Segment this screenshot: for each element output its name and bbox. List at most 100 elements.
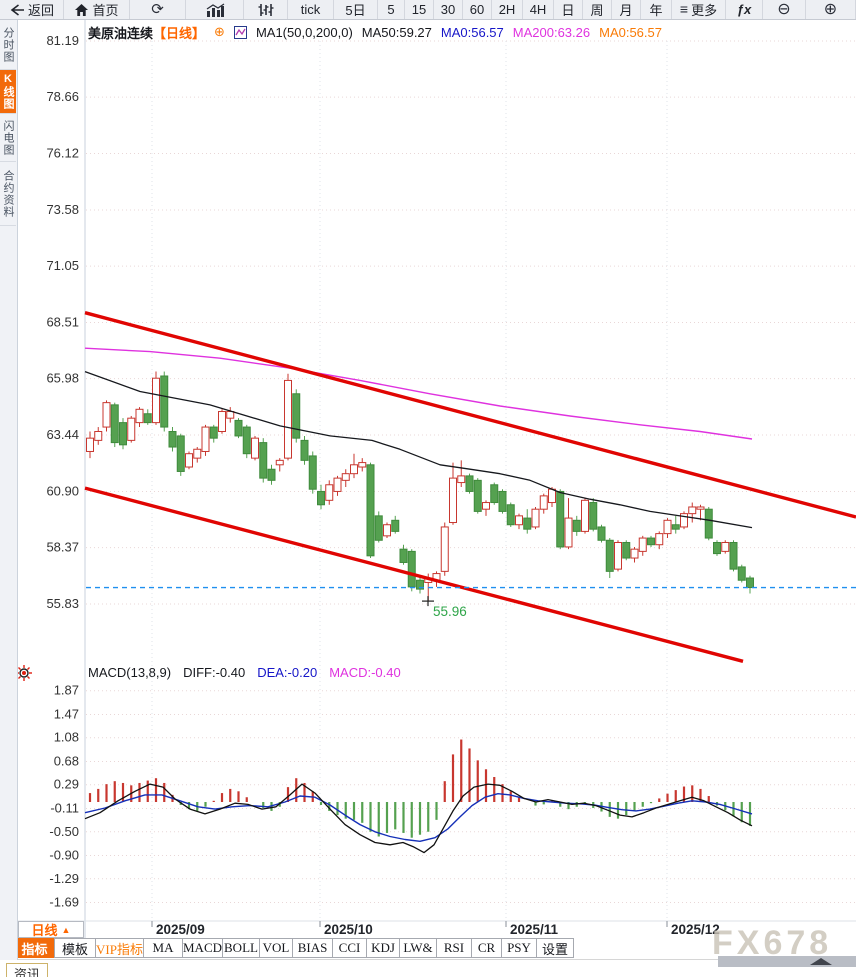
tab-kdj[interactable]: KDJ bbox=[366, 938, 400, 958]
toolbar-button-more[interactable]: ≡ 更多 bbox=[672, 0, 726, 19]
tab-vol[interactable]: VOL bbox=[259, 938, 293, 958]
tab-macd[interactable]: MACD bbox=[182, 938, 223, 958]
low-price-label: 55.96 bbox=[433, 604, 467, 619]
ma200-value: MA200:63.26 bbox=[512, 24, 591, 40]
toolbar-button-interval-30[interactable]: 30 bbox=[434, 0, 463, 19]
candle-body bbox=[737, 566, 746, 581]
refresh-icon: ⟳ bbox=[151, 1, 164, 18]
toolbar: 返回 首页 ⟳ tick 5日 5 15 30 60 2H 4H 日周月 年 ≡ 更多 ƒx ⊖ ⊕ bbox=[0, 0, 856, 20]
tab-psy[interactable]: PSY bbox=[501, 938, 537, 958]
candle-body bbox=[193, 448, 202, 459]
toolbar-button-zoom-out[interactable]: ⊖ bbox=[763, 0, 806, 19]
indicator-settings-icon[interactable] bbox=[15, 664, 33, 687]
add-indicator-icon[interactable]: ⊕ bbox=[214, 24, 225, 39]
toolbar-button-label: 返回 bbox=[27, 3, 54, 18]
candle-body bbox=[729, 541, 738, 570]
candle-body bbox=[267, 468, 276, 481]
candle-body bbox=[572, 519, 581, 532]
toolbar-button-interval-5d[interactable]: 5日 bbox=[334, 0, 378, 19]
candle-body bbox=[218, 411, 226, 432]
sidebar-tab-lightning-chart[interactable]: 闪电图 bbox=[0, 114, 16, 162]
candle-body bbox=[259, 442, 268, 479]
y-axis-tick-label: 81.19 bbox=[46, 33, 79, 48]
ma50-value: MA50:59.27 bbox=[361, 24, 432, 40]
candle-body bbox=[465, 475, 474, 492]
candle-body bbox=[457, 475, 466, 484]
toolbar-button-label: tick bbox=[300, 2, 321, 17]
x-axis-month-label: 2025/09 bbox=[156, 922, 205, 937]
candle-body bbox=[581, 499, 589, 532]
toolbar-button-label: 60 bbox=[469, 2, 485, 17]
toolbar-button-interval-month[interactable]: 月 bbox=[612, 0, 641, 19]
toolbar-button-interval-2h[interactable]: 2H bbox=[492, 0, 523, 19]
sidebar-tab-kline-chart[interactable]: K线图 bbox=[0, 70, 16, 114]
candle-body bbox=[143, 413, 152, 424]
trend-channel-upper bbox=[84, 311, 856, 519]
candle-body bbox=[333, 477, 342, 492]
toolbar-button-interval-60[interactable]: 60 bbox=[463, 0, 492, 19]
macd-axis-tick-label: -1.69 bbox=[49, 895, 79, 910]
chart-type-sidebar: 分时图 K线图 闪电图 合约资料 bbox=[0, 20, 18, 960]
tab-boll[interactable]: BOLL bbox=[222, 938, 260, 958]
toolbar-button-label: ƒx bbox=[736, 2, 752, 17]
toolbar-button-formula[interactable]: ƒx bbox=[726, 0, 763, 19]
candle-body bbox=[688, 506, 697, 515]
toolbar-button-label: 周 bbox=[590, 3, 604, 18]
toolbar-button-zoom-in[interactable]: ⊕ bbox=[806, 0, 856, 19]
candle-body bbox=[399, 548, 408, 563]
candle-body bbox=[498, 490, 507, 512]
chevron-up-icon: ▲ bbox=[61, 924, 71, 935]
candle-body bbox=[308, 455, 317, 490]
x-axis-month-label: 2025/10 bbox=[324, 922, 373, 937]
toolbar-button-interval-day[interactable]: 日 bbox=[554, 0, 583, 19]
macd-axis-tick-label: 0.29 bbox=[54, 777, 79, 792]
toolbar-button-home[interactable]: 首页 bbox=[64, 0, 130, 19]
candle-body bbox=[589, 502, 598, 530]
toolbar-button-label: 首页 bbox=[92, 3, 119, 18]
macd-value: MACD:-0.40 bbox=[329, 664, 401, 680]
toolbar-button-back[interactable]: 返回 bbox=[0, 0, 64, 19]
tab-bias[interactable]: BIAS bbox=[292, 938, 333, 958]
candle-body bbox=[152, 377, 160, 424]
horizontal-scrollbar[interactable] bbox=[718, 956, 856, 967]
diff-line bbox=[84, 783, 753, 854]
tab-indicators[interactable]: 指标 bbox=[14, 938, 55, 958]
tab-cr[interactable]: CR bbox=[471, 938, 502, 958]
toolbar-button-interval-4h[interactable]: 4H bbox=[523, 0, 554, 19]
toolbar-button-interval-5[interactable]: 5 bbox=[378, 0, 405, 19]
toolbar-button-chart-type-trend[interactable] bbox=[186, 0, 244, 19]
tab-templates[interactable]: 模板 bbox=[54, 938, 96, 958]
candle-body bbox=[597, 526, 606, 541]
candle-body bbox=[86, 437, 94, 452]
toolbar-button-chart-type-candle[interactable] bbox=[244, 0, 288, 19]
menu-icon: ≡ bbox=[679, 1, 689, 17]
toolbar-button-interval-15[interactable]: 15 bbox=[405, 0, 434, 19]
candle-body bbox=[407, 550, 416, 588]
tab-news[interactable]: 资讯 bbox=[6, 963, 48, 977]
sidebar-tab-contract-info[interactable]: 合约资料 bbox=[0, 162, 16, 226]
macd-axis-tick-label: -1.29 bbox=[49, 871, 79, 886]
toolbar-button-interval-tick[interactable]: tick bbox=[288, 0, 334, 19]
candle-body bbox=[564, 517, 573, 548]
candle-body bbox=[168, 430, 177, 448]
ma0-value-blue: MA0:56.57 bbox=[440, 24, 504, 40]
toolbar-button-interval-week[interactable]: 周 bbox=[583, 0, 612, 19]
toolbar-button-refresh[interactable]: ⟳ bbox=[130, 0, 186, 19]
macd-title: MACD(13,8,9) bbox=[88, 664, 172, 680]
tab-cci[interactable]: CCI bbox=[332, 938, 367, 958]
candle-body bbox=[391, 519, 400, 532]
toolbar-button-interval-year[interactable]: 年 bbox=[641, 0, 672, 19]
tab-lw[interactable]: LW& bbox=[399, 938, 437, 958]
tab-vip-indicators[interactable]: VIP指标 bbox=[95, 938, 144, 958]
zoom-out-icon: ⊖ bbox=[777, 0, 791, 18]
y-axis-tick-label: 63.44 bbox=[46, 427, 79, 442]
sidebar-tab-time-chart[interactable]: 分时图 bbox=[0, 20, 16, 70]
candle-body bbox=[440, 526, 449, 572]
tab-ma[interactable]: MA bbox=[143, 938, 183, 958]
tab-rsi[interactable]: RSI bbox=[436, 938, 472, 958]
toolbar-button-label: 5日 bbox=[345, 3, 366, 18]
y-axis-tick-label: 73.58 bbox=[46, 202, 79, 217]
period-selector[interactable]: 日线 ▲ bbox=[18, 921, 84, 938]
tab-settings[interactable]: 设置 bbox=[536, 938, 574, 958]
